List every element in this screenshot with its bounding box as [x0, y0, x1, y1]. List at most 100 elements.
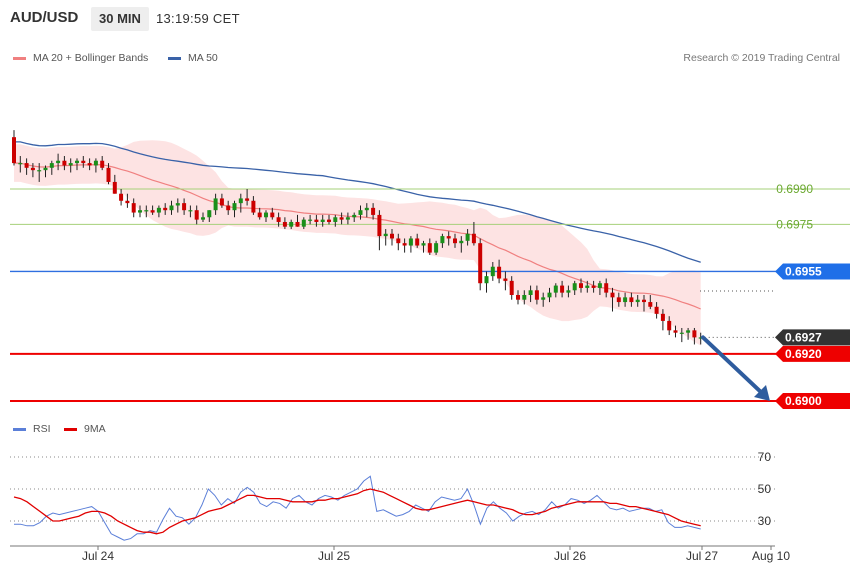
candle-body	[100, 160, 105, 168]
level-badge	[775, 393, 850, 409]
ma20-swatch	[13, 56, 26, 60]
candle-body	[24, 163, 29, 168]
candle	[516, 290, 520, 305]
candle-body	[547, 292, 552, 298]
candle	[188, 205, 193, 218]
candle	[364, 203, 369, 218]
candle	[396, 233, 401, 251]
level-label: 0.6900	[785, 394, 822, 408]
candle	[566, 285, 571, 298]
candle	[654, 302, 659, 319]
candle-body	[478, 243, 483, 284]
candle-body	[308, 219, 313, 221]
rsi-level-label: 30	[758, 514, 772, 528]
candle	[484, 271, 489, 293]
level-badge	[775, 263, 850, 280]
candle	[301, 217, 306, 230]
candle	[642, 295, 646, 312]
candle-body	[257, 212, 262, 218]
ma50-line	[14, 141, 701, 263]
candle-body	[219, 198, 224, 206]
candle-body	[427, 243, 432, 253]
candle	[679, 327, 684, 343]
candle	[345, 212, 350, 225]
candle	[692, 327, 697, 345]
candle-body	[358, 210, 363, 215]
candle-body	[131, 203, 136, 213]
candle	[358, 205, 363, 220]
candle-body	[144, 210, 149, 212]
candle-body	[408, 238, 413, 246]
candle	[352, 212, 357, 222]
candle-body	[610, 292, 615, 298]
candle	[686, 327, 691, 340]
candle	[12, 130, 16, 166]
candle	[232, 200, 237, 218]
candle-body	[43, 167, 48, 171]
candle-body	[686, 330, 691, 333]
candle	[509, 276, 514, 300]
rsi-line	[14, 475, 701, 541]
candle	[490, 262, 495, 281]
candle	[75, 158, 79, 171]
candle-body	[49, 163, 54, 168]
candle	[465, 229, 470, 246]
rsi-level-label: 70	[758, 450, 772, 464]
timeframe-button[interactable]: 30 MIN	[91, 7, 149, 31]
candle	[434, 240, 439, 255]
candle-body	[289, 221, 294, 227]
rsi-9ma-line	[13, 488, 701, 535]
candle-body	[597, 283, 602, 288]
candle-body	[30, 167, 35, 171]
x-tick-label: Jul 25	[318, 549, 350, 563]
candle	[471, 221, 476, 246]
clock-label: 13:19:59 CET	[156, 11, 240, 26]
candle	[383, 229, 388, 246]
candle	[270, 207, 275, 220]
candle	[175, 198, 180, 213]
candle	[579, 278, 583, 293]
level-badge	[775, 345, 850, 362]
candle-body	[667, 320, 672, 331]
candle-body	[434, 243, 439, 253]
candle	[528, 285, 533, 303]
ma20-line	[14, 162, 701, 310]
candle	[698, 332, 703, 345]
candle	[295, 214, 300, 227]
candle-body	[654, 306, 659, 314]
candle	[408, 236, 413, 253]
candle-body	[188, 210, 193, 212]
candle	[421, 240, 426, 253]
candle	[138, 205, 142, 218]
candle-body	[352, 214, 357, 218]
candle	[131, 198, 136, 218]
candle	[37, 163, 42, 182]
legend-item-ma20: MA 20 + Bollinger Bands	[13, 52, 148, 64]
candle	[219, 193, 224, 208]
x-tick-label: Jul 26	[554, 549, 586, 563]
candle	[207, 210, 212, 222]
legend-item-9ma: 9MA	[64, 423, 106, 435]
candle-body	[371, 207, 376, 215]
candle	[308, 214, 313, 225]
candle	[49, 160, 54, 175]
candle	[660, 309, 665, 331]
candle-body	[232, 203, 237, 211]
candle-body	[270, 212, 275, 218]
candle-body	[175, 203, 180, 206]
candle	[522, 290, 527, 305]
symbol-label: AUD/USD	[10, 9, 79, 26]
candle	[238, 193, 243, 213]
candle-body	[245, 198, 250, 201]
candle	[446, 231, 451, 246]
candle	[226, 200, 231, 215]
legend-label-ma20: MA 20 + Bollinger Bands	[33, 52, 149, 64]
candle-body	[660, 313, 665, 321]
candle	[339, 212, 344, 225]
candle-body	[616, 297, 621, 303]
candle-body	[68, 163, 73, 166]
legend-item-ma50: MA 50	[168, 52, 218, 64]
candle-body	[629, 297, 634, 303]
candle	[30, 163, 35, 178]
